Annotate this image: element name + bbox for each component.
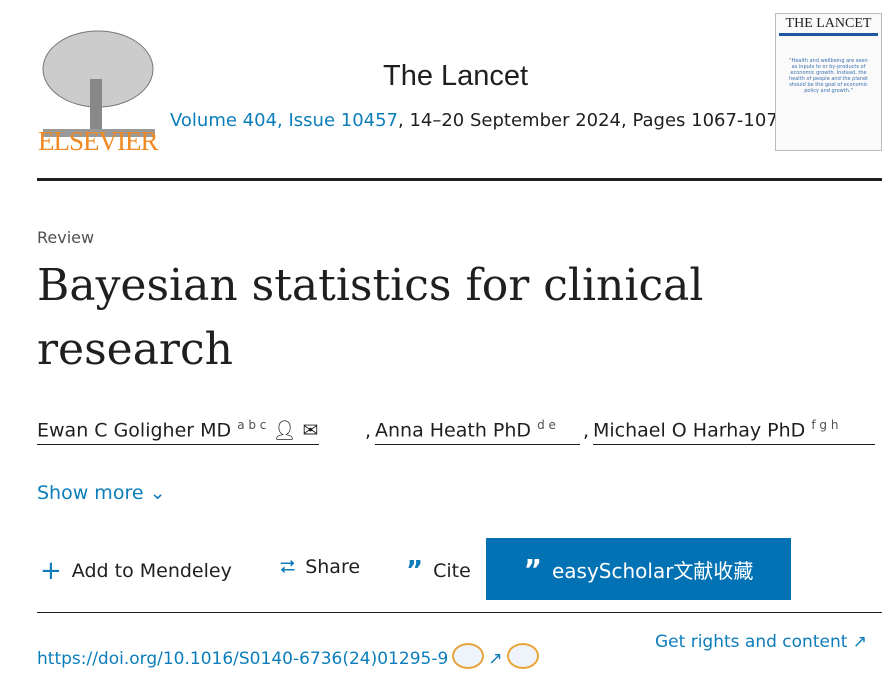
volume-issue-link[interactable]: Volume 404, Issue 10457 [170, 110, 398, 131]
author-link[interactable]: Anna Heath PhD d e [375, 418, 580, 446]
chevron-down-icon: ⌄ [149, 482, 166, 504]
article-type: Review [37, 228, 95, 247]
external-link-icon: ↗ [488, 649, 503, 669]
quote-icon: ” [523, 552, 542, 586]
person-icon: 👤︎ [272, 419, 297, 442]
author-link[interactable]: Ewan C Goligher MD a b c 👤︎ ✉ [37, 418, 319, 446]
easyscholar-button[interactable]: ” easyScholar文献收藏 [486, 538, 791, 600]
journal-title[interactable]: The Lancet [383, 60, 529, 92]
doi-link[interactable]: https://doi.org/10.1016/S0140-6736(24)01… [37, 649, 449, 669]
show-more-button[interactable]: Show more ⌄ [37, 482, 166, 504]
get-rights-link[interactable]: Get rights and content ↗ [655, 632, 868, 652]
email-icon: ✉ [302, 419, 319, 442]
elsevier-tree-logo[interactable] [38, 14, 160, 154]
cite-button[interactable]: ” Cite [406, 556, 471, 586]
external-link-icon: ↗ [852, 632, 868, 652]
add-to-mendeley-button[interactable]: + Add to Mendeley [40, 556, 232, 586]
issue-info: Volume 404, Issue 10457, 14–20 September… [170, 110, 790, 131]
article-title: Bayesian statistics for clinical researc… [37, 260, 704, 375]
quote-icon: ” [406, 556, 424, 586]
plus-icon: + [40, 556, 62, 586]
elsevier-wordmark: ELSEVIER [38, 126, 158, 156]
journal-cover-image[interactable]: THE LANCET "Health and wellbeing are seen… [775, 13, 882, 151]
divider [37, 178, 882, 181]
easyscholar-badge-icon[interactable] [506, 643, 539, 669]
doi-row: https://doi.org/10.1016/S0140-6736(24)01… [37, 643, 539, 669]
author-link[interactable]: Michael O Harhay PhD f g h [593, 418, 875, 446]
divider [37, 612, 882, 613]
share-button[interactable]: ⮂︎ Share [280, 556, 361, 578]
easyscholar-badge-icon[interactable] [452, 643, 485, 669]
share-icon: ⮂︎ [280, 556, 296, 578]
